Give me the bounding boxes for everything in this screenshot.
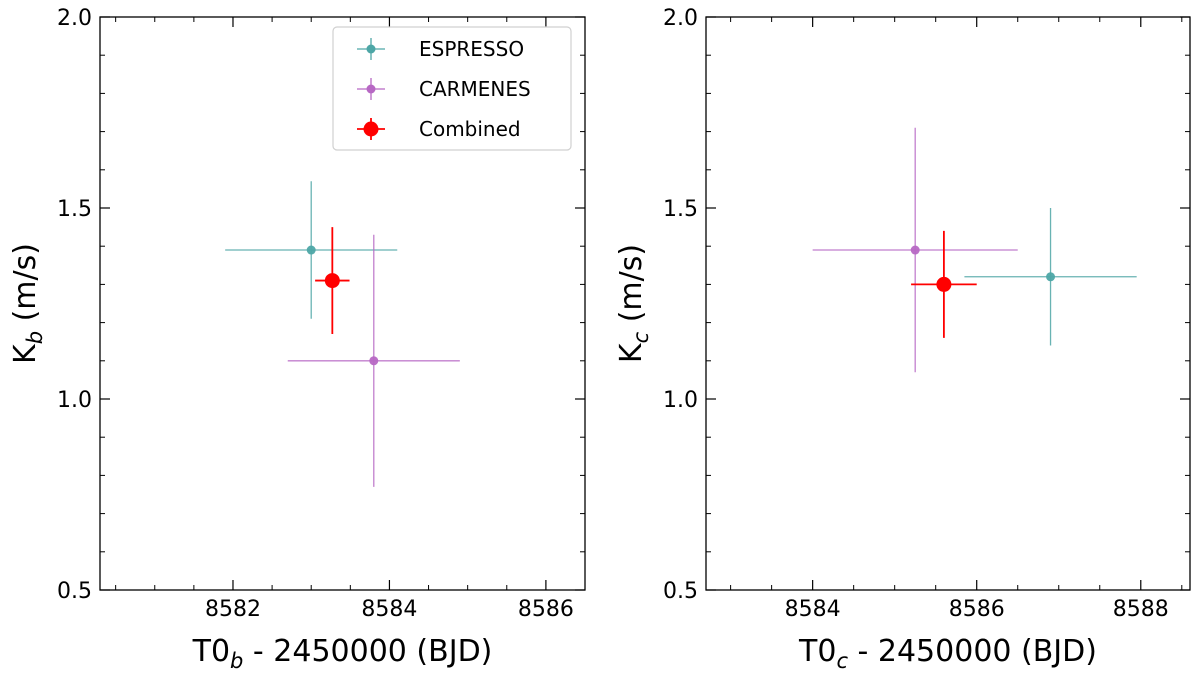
y-tick-label-left: 2.0 [57,6,92,31]
y-tick-label-right: 1.0 [663,388,698,413]
x-tick-label-right: 8586 [949,597,1005,622]
series-carmenes-right [812,127,1018,373]
x-axis-label-left: T0b - 2450000 (BJD) [192,634,493,673]
point-combined-left [324,273,340,289]
y-tick-label-right: 1.5 [663,197,698,222]
point-espresso-right [1046,272,1056,282]
point-carmenes-left [369,356,379,366]
x-tick-label-right: 8584 [785,597,841,622]
x-axis-label-right: T0c - 2450000 (BJD) [798,634,1097,673]
x-tick-label-left: 8584 [361,597,417,622]
legend: ESPRESSO CARMENES Combined [332,26,572,151]
y-axis-label-right: Kc (m/s) [614,244,653,363]
legend-marker-combined [363,121,379,137]
y-tick-label-right: 0.5 [663,579,698,604]
series-espresso-left [225,181,398,319]
x-tick-label-left: 8586 [518,597,574,622]
point-espresso-left [306,245,316,255]
x-tick-label-right: 8588 [1113,597,1169,622]
point-carmenes-right [910,245,920,255]
legend-marker-espresso [366,44,376,54]
legend-box [332,26,572,151]
legend-marker-carmenes [366,84,376,94]
y-tick-label-left: 1.5 [57,197,92,222]
panel-right: 8584 8586 8588 0.5 1.0 1.5 2.0 T0c - 2450000 (B… [614,6,1191,673]
series-combined-right [911,230,977,338]
legend-label-espresso: ESPRESSO [419,37,524,61]
panel-left: 8582 8584 8586 0.5 1.0 1.5 2.0 T0b - 2450000 (B… [8,6,586,673]
axes-frame-left [99,16,586,591]
series-carmenes-left [287,234,460,487]
legend-label-combined: Combined [419,117,521,141]
y-axis-label-left: Kb (m/s) [8,243,47,364]
point-combined-right [936,276,952,292]
legend-label-carmenes: CARMENES [419,77,531,101]
axes-frame-right [705,16,1191,591]
series-combined-left [315,227,350,335]
y-tick-label-left: 1.0 [57,388,92,413]
y-tick-label-left: 0.5 [57,579,92,604]
y-tick-label-right: 2.0 [663,6,698,31]
x-tick-label-left: 8582 [205,597,261,622]
series-espresso-right [964,208,1137,346]
